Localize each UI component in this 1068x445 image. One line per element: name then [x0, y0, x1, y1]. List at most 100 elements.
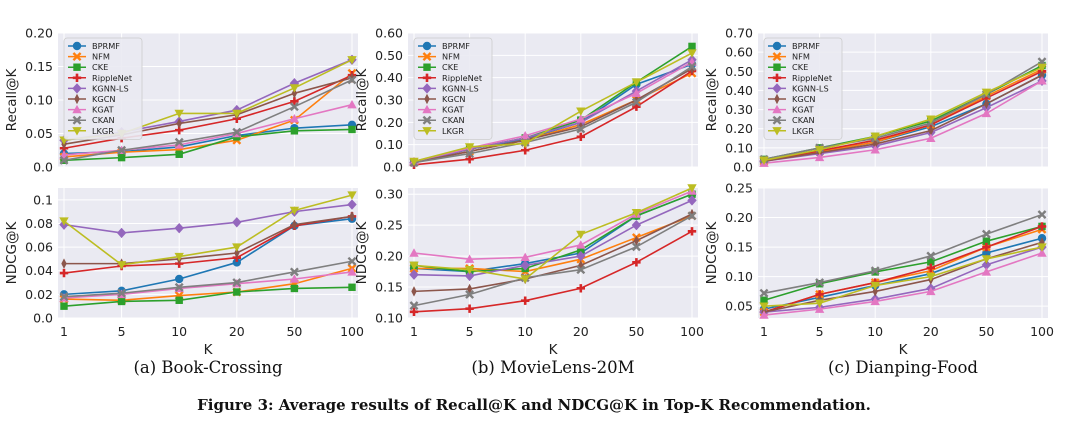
- panel-caption-3: (c) Dianping-Food: [828, 358, 978, 377]
- ml-recall-chart: 0.0 0.10 0.20 0.30 0.40 0.50 0.60 Recall@K BPRMF…: [354, 26, 698, 175]
- bc-ndcg-xlabel: K: [204, 342, 214, 358]
- dp-ndcg-point-ckan: [926, 251, 936, 261]
- ml-ndcg-point-ckan: [409, 301, 419, 311]
- dp-ndcg-point-kgat: [1037, 248, 1047, 257]
- bc-ndcg-ytick-label: 0.02: [25, 287, 53, 302]
- bc-ndcg-point-ckan: [117, 288, 127, 298]
- dp-recall-series-kgat: [759, 76, 1047, 167]
- bc-recall-chart: 0.0 0.05 0.10 0.15 0.20 Recall@K BPRMFNFMCKERi…: [4, 26, 358, 175]
- bc-recall-point-cke: [117, 153, 126, 162]
- bc-ndcg-line-ripplenet: [63, 215, 353, 274]
- bc-ndcg-point-kgnn-ls: [347, 199, 357, 210]
- bc-recall-point-kgat: [174, 140, 184, 149]
- ml-ndcg-point-kgnn-ls: [631, 219, 642, 231]
- ml-recall-legend-label-ckan: CKAN: [442, 115, 465, 125]
- bc-ndcg-point-ckan: [174, 282, 184, 292]
- ml-ndcg-xtick-label: 10: [517, 324, 533, 339]
- bc-recall-line-ckan: [63, 79, 353, 162]
- ml-recall-series-lkgr: [409, 49, 697, 167]
- dp-recall-legend-label-nfm: NFM: [792, 52, 810, 62]
- ml-recall-legend-label-kgnn-ls: KGNN-LS: [442, 83, 479, 93]
- bc-recall-point-kgat: [347, 99, 357, 109]
- dp-ndcg-series-lkgr: [759, 243, 1047, 311]
- dp-recall-ytick-label: 0.10: [725, 140, 753, 155]
- dp-ndcg-line-cke: [763, 225, 1043, 302]
- ml-recall-legend-marker-kgcn: [424, 93, 430, 105]
- ml-ndcg-series-ckan: [409, 211, 697, 311]
- bc-recall-legend-label-lkgr: LKGR: [92, 126, 114, 136]
- bc-recall-point-cke: [290, 127, 299, 135]
- ml-recall-point-lkgr: [520, 139, 530, 149]
- dp-recall-legend-marker-cke: [773, 63, 781, 71]
- ml-recall-line-ckan: [413, 65, 693, 164]
- panel-caption-1: (a) Book-Crossing: [133, 358, 283, 377]
- bc-ndcg-point-bprmf: [175, 274, 184, 284]
- dp-recall-legend-label-cke: CKE: [792, 62, 808, 72]
- bc-recall-point-cke: [175, 150, 183, 158]
- bc-ndcg-point-kgcn: [291, 219, 298, 230]
- ml-ndcg-ytick-label: 0.30: [375, 187, 403, 202]
- dp-recall-legend-label-kgnn-ls: KGNN-LS: [792, 83, 829, 93]
- dp-recall-legend-marker-ckan: [772, 115, 782, 125]
- ml-recall-legend-marker-bprmf: [422, 41, 432, 51]
- ml-ndcg-xlabel: K: [549, 342, 559, 358]
- dp-ndcg-point-cke: [927, 258, 935, 266]
- ml-ndcg-point-kgcn: [633, 235, 640, 246]
- dp-ndcg-point-lkgr: [814, 299, 825, 308]
- dp-ndcg-xtick-label: 100: [1030, 324, 1054, 339]
- bc-recall-legend-label-kgcn: KGCN: [92, 94, 116, 104]
- panel-caption-2: (b) MovieLens-20M: [471, 358, 634, 377]
- dp-ndcg-point-ckan: [1037, 210, 1047, 220]
- bc-recall-legend-box: [63, 37, 143, 140]
- bc-ndcg-xtick-label: 50: [286, 324, 302, 339]
- bc-recall-legend-marker-nfm: [72, 52, 82, 62]
- ml-recall-point-ripplenet: [576, 132, 585, 142]
- bc-ndcg-point-lkgr: [174, 252, 184, 262]
- bc-recall-point-kgat: [289, 114, 300, 123]
- dp-ndcg-point-kgcn: [872, 286, 878, 297]
- ml-recall-point-lkgr: [409, 157, 419, 167]
- bc-recall-point-ripplenet: [290, 97, 299, 106]
- bc-ndcg-point-lkgr: [232, 243, 242, 252]
- ml-ndcg-point-ripplenet: [409, 307, 419, 317]
- ml-recall-point-cke: [688, 42, 696, 51]
- dp-recall-legend-box: [763, 37, 843, 140]
- bc-ndcg-line-kgcn: [64, 215, 353, 265]
- ml-ndcg-point-kgat: [409, 248, 419, 257]
- bc-ndcg-ytick-label: 0.04: [25, 263, 53, 278]
- ml-ndcg-point-ripplenet: [632, 258, 641, 267]
- dp-recall-point-kgat: [870, 145, 880, 154]
- ml-recall-ytick-label: 0.10: [375, 137, 403, 152]
- ml-recall-legend-label-bprmf: BPRMF: [442, 41, 470, 51]
- dp-ndcg-chart: 0.05 0.10 0.15 0.20 0.25 1 5 10 20 50 100 NDCG@K K: [704, 181, 1054, 359]
- bc-recall-point-ckan: [289, 102, 299, 112]
- ml-recall-point-ckan: [465, 149, 475, 159]
- dp-recall-legend-marker-bprmf: [772, 41, 782, 51]
- dp-recall-point-lkgr: [926, 115, 936, 124]
- bc-recall-ytick-label: 0.20: [25, 26, 53, 41]
- dp-ndcg-line-lkgr: [763, 246, 1043, 307]
- bc-recall-line-cke: [63, 128, 353, 162]
- dp-ndcg-point-lkgr: [926, 272, 936, 282]
- dp-recall-point-kgat: [926, 133, 936, 142]
- bc-ndcg-point-cke: [175, 296, 183, 304]
- bc-ndcg-line-lkgr: [63, 194, 353, 266]
- ml-recall-line-kgnn-ls: [413, 59, 693, 164]
- dp-recall-ytick-label: 0.40: [725, 83, 753, 98]
- ml-ndcg-point-ckan: [465, 290, 475, 299]
- bc-recall-point-lkgr: [232, 109, 242, 119]
- dp-recall-legend-label-ckan: CKAN: [792, 115, 815, 125]
- ml-recall-series-ripplenet: [409, 66, 697, 169]
- ml-ndcg-ytick-label: 0.20: [375, 249, 403, 264]
- bc-ndcg-ytick-label: 0.1: [33, 192, 53, 207]
- dp-ndcg-point-ckan: [981, 229, 991, 239]
- ml-recall-point-lkgr: [576, 107, 586, 116]
- dp-recall-ytick-label: 0.20: [725, 121, 753, 136]
- bc-ndcg-xtick-label: 10: [171, 324, 187, 339]
- ml-ndcg-xtick-label: 100: [680, 324, 704, 339]
- dp-ndcg-xtick-label: 10: [867, 324, 883, 339]
- bc-recall-legend-marker-kgcn: [74, 93, 80, 105]
- ml-ndcg-point-kgnn-ls: [687, 195, 697, 206]
- ml-ndcg-line-cke: [413, 193, 693, 273]
- ml-recall-line-ripplenet: [413, 70, 693, 166]
